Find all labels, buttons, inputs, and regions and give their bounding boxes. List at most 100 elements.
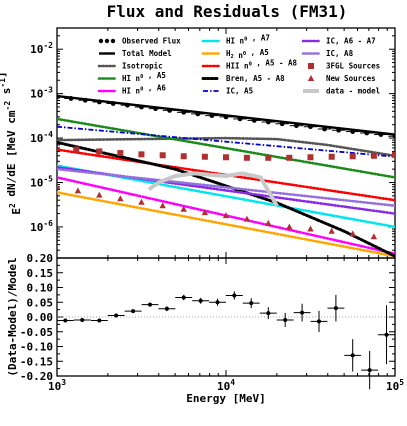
residual-point: [333, 306, 338, 311]
legend-item-ic-a8: IC, A8: [301, 49, 354, 58]
legend-label: IC, A6 - A7: [326, 37, 376, 46]
legend-item-h-2-n-0-a5: H2 n0 , A5: [201, 48, 269, 60]
residual-point: [384, 332, 389, 337]
legend-label: 3FGL Sources: [326, 62, 380, 71]
y-tick-label-bottom: -0.05: [20, 326, 53, 339]
residual-point: [215, 300, 220, 305]
residual-point: [164, 306, 169, 311]
series-ic-a8: [57, 167, 395, 207]
legend-label: H2 n0 , A5: [226, 48, 269, 60]
legend-label: IC, A5: [226, 87, 253, 96]
series-layer: [57, 94, 395, 258]
legend-item-hi-n-0-a6: HI n0 , A6: [97, 84, 166, 96]
source-3fgl-marker: [265, 154, 272, 161]
legend-label: Total Model: [122, 49, 172, 58]
chart-title: Flux and Residuals (FM31): [107, 2, 348, 21]
source-3fgl-marker: [96, 148, 103, 155]
legend-label: HI n0 , A7: [226, 34, 270, 46]
legend-marker: [110, 38, 116, 44]
residual-point: [80, 317, 85, 322]
source-3fgl-marker: [201, 153, 208, 160]
y-tick-label: 10-5: [30, 175, 53, 190]
legend-label: Observed Flux: [122, 37, 181, 46]
residual-point: [63, 318, 68, 323]
y-tick-label-bottom: -0.15: [20, 355, 53, 368]
legend-item-hi-n-0-a5: HI n0 , A5: [97, 71, 166, 83]
legend-marker: [98, 38, 104, 44]
residual-point: [249, 301, 254, 306]
legend-marker: [104, 38, 110, 44]
source-3fgl-marker: [159, 152, 166, 159]
source-3fgl-marker: [307, 154, 314, 161]
source-3fgl-marker: [180, 153, 187, 160]
source-3fgl-marker: [243, 154, 250, 161]
legend-label: Isotropic: [122, 62, 163, 71]
x-tick-label: 105: [386, 378, 404, 393]
residual-point: [350, 353, 355, 358]
y-tick-label: 10-4: [30, 130, 53, 145]
residual-point: [131, 309, 136, 314]
y-tick-label-bottom: 0.05: [27, 296, 54, 309]
residual-point: [316, 319, 321, 324]
y-tick-label-bottom: -0.10: [20, 341, 53, 354]
new-source-marker: [222, 212, 230, 219]
new-source-marker: [96, 191, 103, 198]
series-hi-n-0-a5: [57, 117, 395, 179]
legend-label: New Sources: [326, 74, 376, 83]
new-source-marker: [370, 233, 378, 240]
new-source-marker: [180, 205, 187, 212]
legend-item-bren-a5-a8: Bren, A5 - A8: [201, 74, 285, 83]
y-tick-label-bottom: 0.00: [27, 311, 54, 324]
legend-item-data-model: data - model: [303, 87, 380, 96]
legend-marker: [307, 75, 315, 81]
legend-label: HI n0 , A5: [122, 71, 166, 83]
new-source-marker: [328, 227, 335, 234]
residual-point: [266, 311, 271, 316]
y-axis-label-top: E2 dN/dE [MeV cm-2 s-1]: [0, 71, 23, 214]
source-3fgl-marker: [370, 152, 377, 159]
series-ic-a5: [57, 125, 395, 158]
source-3fgl-marker: [223, 154, 229, 161]
y-tick-label-bottom: 0.15: [27, 267, 54, 280]
source-3fgl-marker: [392, 151, 395, 158]
residual-point: [283, 317, 288, 322]
legend-item-observed-flux: Observed Flux: [98, 37, 181, 46]
new-source-marker: [57, 183, 61, 190]
legend-marker: [308, 63, 314, 69]
residual-point: [181, 295, 186, 300]
legend-item-total-model: Total Model: [99, 49, 172, 58]
legend-label: HII n0 , A5 - A8: [226, 59, 298, 71]
new-source-marker: [201, 209, 209, 216]
residual-point: [114, 313, 119, 318]
bottom-panel: 0.20 0.15 0.100.05 0.00 -0.05 -0.10-0.15 -0.20…: [6, 252, 404, 393]
legend-item-ic-a5: IC, A5: [203, 87, 253, 96]
residual-point: [198, 298, 203, 303]
legend-item-3fgl-sources: 3FGL Sources: [308, 62, 380, 71]
x-tick-label: 103: [48, 378, 66, 393]
series-total-model: [57, 94, 395, 136]
new-source-marker: [138, 198, 145, 205]
new-source-marker: [286, 223, 293, 230]
y-tick-label: 10-6: [30, 219, 53, 234]
y-tick-label-bottom: 0.20: [27, 252, 54, 265]
y-tick-label: 10-2: [30, 41, 53, 56]
series-h-2-n-0-a5: [57, 191, 395, 258]
legend-item-hi-n-0-a7: HI n0 , A7: [201, 34, 270, 46]
residual-point: [367, 368, 372, 373]
residual-point: [97, 318, 102, 323]
y-tick-label-bottom: 0.10: [27, 282, 54, 295]
source-3fgl-marker: [73, 146, 80, 153]
legend-item-isotropic: Isotropic: [97, 62, 163, 71]
residual-point: [147, 302, 152, 307]
legend-item-ic-a6-a7: IC, A6 - A7: [301, 37, 376, 46]
source-3fgl-marker: [328, 153, 335, 160]
y-tick-label: 10-3: [30, 86, 53, 101]
residual-point: [300, 310, 305, 315]
legend-label: data - model: [326, 87, 380, 96]
legend-label: HI n0 , A6: [122, 84, 166, 96]
source-3fgl-marker: [138, 151, 145, 158]
legend-label: Bren, A5 - A8: [226, 74, 285, 83]
y-axis-label-bottom: (Data-Model)/Model: [6, 257, 19, 376]
